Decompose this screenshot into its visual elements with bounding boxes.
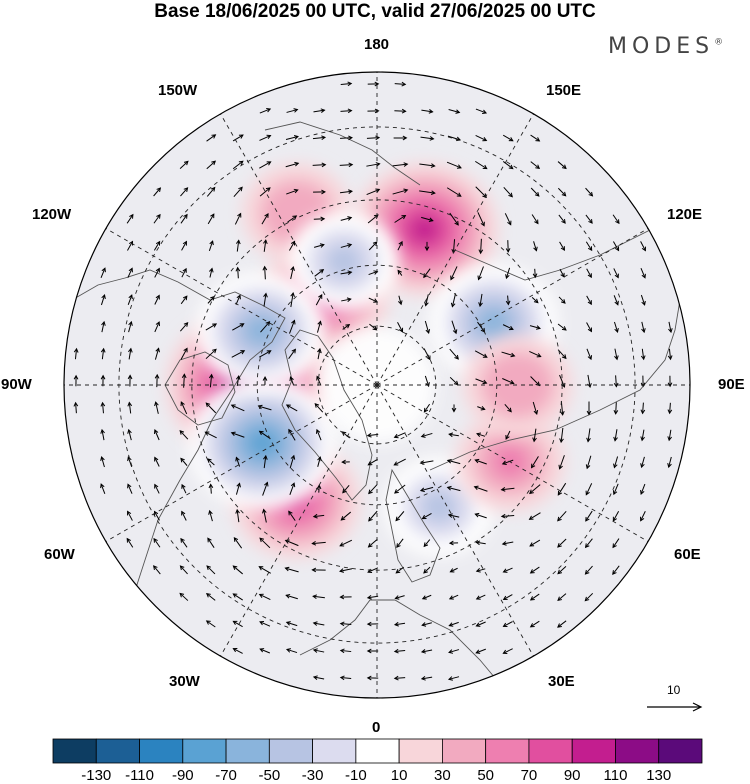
lon-label-120w: 120W (32, 206, 71, 223)
lon-label-60e: 60E (674, 546, 701, 563)
anomaly-contour (326, 245, 362, 278)
colorbar-swatch (442, 739, 485, 763)
colorbar-tick-label: 90 (564, 767, 581, 784)
anomaly-contour (245, 316, 277, 345)
colorbar-swatch (96, 739, 139, 763)
colorbar-tick-label: 70 (521, 767, 538, 784)
lon-label-150w: 150W (158, 82, 197, 99)
colorbar-tick-label: 10 (391, 767, 408, 784)
lon-label-90e: 90E (718, 376, 745, 393)
colorbar-swatch (486, 739, 529, 763)
anomaly-contour (478, 308, 510, 337)
colorbar-tick-label: -130 (81, 767, 111, 784)
anomaly-center (289, 212, 398, 311)
colorbar-swatch (399, 739, 442, 763)
colorbar-swatch (183, 739, 226, 763)
colorbar-tick-label: -70 (215, 767, 237, 784)
lon-label-30w: 30W (169, 673, 200, 690)
lon-label-150e: 150E (546, 82, 581, 99)
colorbar-swatch (53, 739, 96, 763)
colorbar-tick-label: -10 (345, 767, 367, 784)
reference-vector (647, 703, 701, 711)
colorbar-tick-label: 130 (646, 767, 671, 784)
colorbar-swatch (269, 739, 312, 763)
lon-label-60w: 60W (44, 546, 75, 563)
colorbar-swatch (313, 739, 356, 763)
anomaly-contour (410, 216, 439, 243)
colorbar-swatch (356, 739, 399, 763)
colorbar-tick-label: -90 (172, 767, 194, 784)
colorbar-swatch (572, 739, 615, 763)
colorbar-tick-label: 30 (434, 767, 451, 784)
colorbar (53, 739, 702, 763)
colorbar-swatch (659, 739, 702, 763)
reference-vector-label: 10 (667, 683, 680, 697)
lon-label-90w: 90W (1, 376, 32, 393)
colorbar-swatch (226, 739, 269, 763)
colorbar-swatch (615, 739, 658, 763)
colorbar-swatch (140, 739, 183, 763)
colorbar-tick-label: -30 (302, 767, 324, 784)
colorbar-tick-label: -110 (125, 767, 154, 784)
lon-label-120e: 120E (667, 206, 702, 223)
lon-label-30e: 30E (548, 673, 575, 690)
colorbar-tick-label: 50 (477, 767, 494, 784)
lon-label-180: 180 (364, 36, 389, 53)
colorbar-swatch (529, 739, 572, 763)
colorbar-tick-label: -50 (258, 767, 280, 784)
colorbar-tick-label: 110 (603, 767, 627, 784)
lon-label-0: 0 (372, 719, 380, 736)
